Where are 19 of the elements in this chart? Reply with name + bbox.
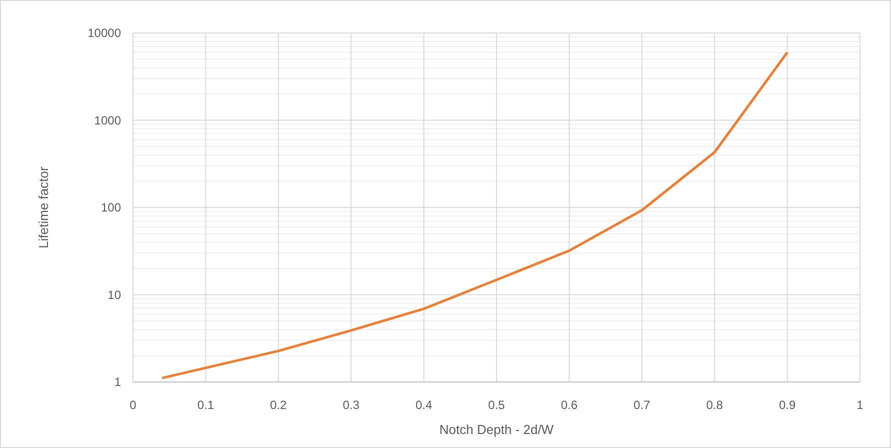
x-tick-label: 0.6 xyxy=(560,398,578,412)
x-tick-label: 0.7 xyxy=(634,398,651,412)
x-tick-label: 0.5 xyxy=(488,398,506,412)
y-tick-label: 100 xyxy=(100,200,122,214)
x-tick-label: 0.1 xyxy=(197,398,214,412)
y-axis-title: Lifetime factor xyxy=(36,166,51,248)
y-tick-label: 1000 xyxy=(94,113,122,128)
y-tick-label: 1 xyxy=(114,375,122,389)
y-tick-label: 10 xyxy=(108,288,122,302)
y-tick-label: 10000 xyxy=(88,26,122,40)
x-tick-label: 0.3 xyxy=(342,398,360,412)
x-tick-label: 0.2 xyxy=(270,398,288,412)
x-tick-label: 0 xyxy=(130,398,137,412)
x-tick-label: 0.8 xyxy=(706,398,724,412)
x-axis-title: Notch Depth - 2d/W xyxy=(439,422,554,437)
line-series xyxy=(160,51,789,380)
x-tick-label: 1 xyxy=(856,398,864,412)
x-tick-label: 0.9 xyxy=(778,398,796,412)
x-tick-label: 0.4 xyxy=(415,398,432,412)
